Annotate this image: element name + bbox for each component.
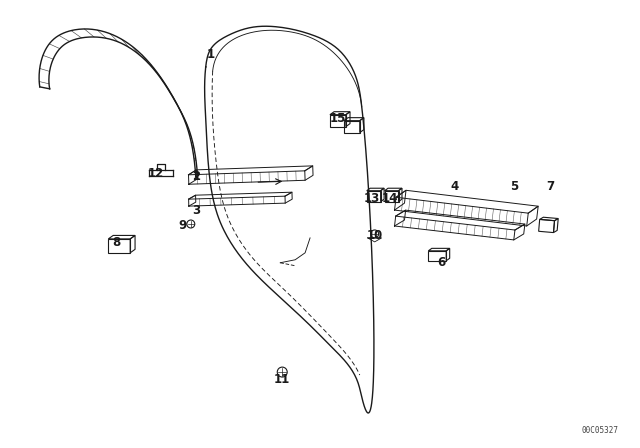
Text: 7: 7 bbox=[547, 180, 555, 193]
Text: 4: 4 bbox=[450, 180, 458, 193]
Text: 5: 5 bbox=[509, 180, 518, 193]
Text: 10: 10 bbox=[367, 229, 383, 242]
Text: 00C05327: 00C05327 bbox=[581, 426, 618, 435]
Text: 3: 3 bbox=[192, 203, 200, 216]
Text: 11: 11 bbox=[274, 373, 291, 386]
Text: 6: 6 bbox=[437, 256, 445, 269]
Text: 8: 8 bbox=[112, 237, 120, 250]
Text: 13: 13 bbox=[364, 192, 380, 205]
Text: 9: 9 bbox=[179, 220, 187, 233]
Text: 15: 15 bbox=[330, 112, 346, 125]
Text: 1: 1 bbox=[207, 47, 215, 60]
Text: 12: 12 bbox=[148, 167, 164, 180]
Text: 14: 14 bbox=[381, 192, 397, 205]
Text: 2: 2 bbox=[192, 170, 200, 183]
